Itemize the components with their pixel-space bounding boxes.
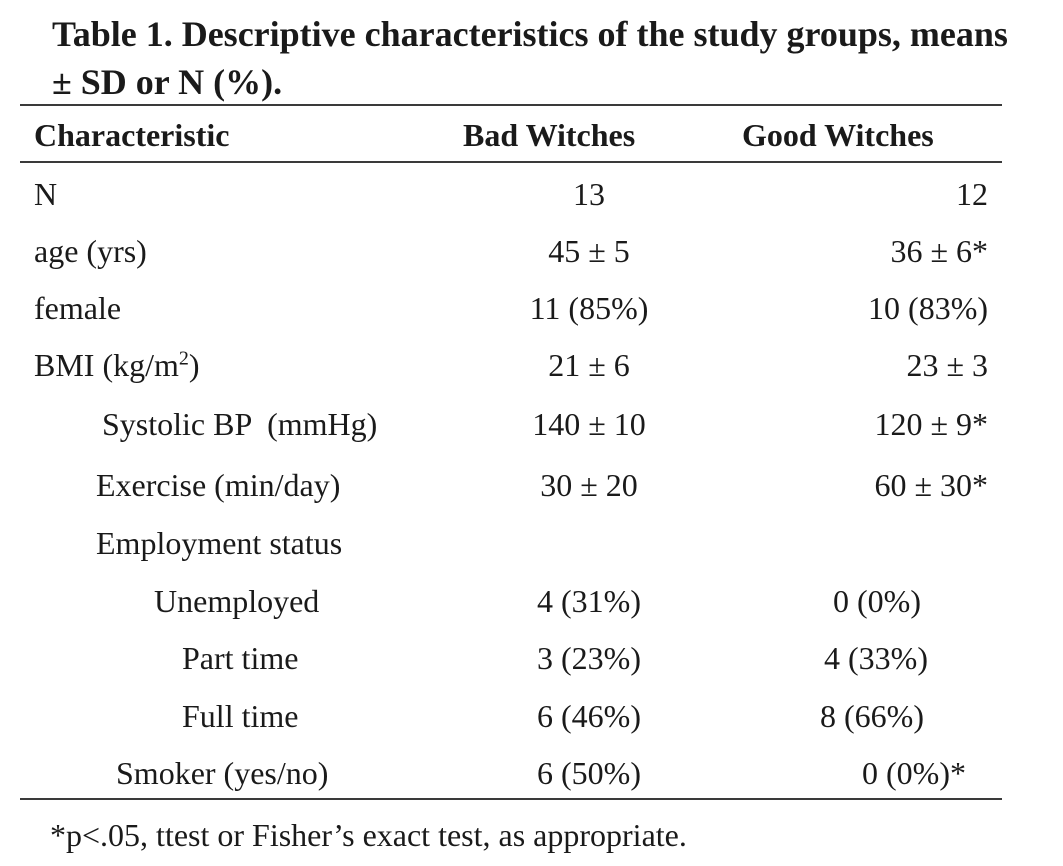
good-value: 0 (0%)* — [862, 755, 966, 791]
header-rule — [20, 161, 1002, 163]
good-value: 4 (33%) — [824, 640, 928, 676]
row-label: Employment status — [96, 525, 343, 561]
row-label: female — [34, 290, 122, 326]
table-row: Systolic BP (mmHg) 140 ± 10 120 ± 9* — [0, 404, 1063, 444]
bad-value: 6 (46%) — [537, 698, 641, 734]
row-label: age (yrs) — [34, 233, 147, 269]
good-value: 60 ± 30* — [874, 467, 988, 503]
table-row: BMI (kg/m2) 21 ± 6 23 ± 3 — [0, 345, 1063, 385]
table-row: Exercise (min/day) 30 ± 20 60 ± 30* — [0, 465, 1063, 505]
row-label: Exercise (min/day) — [96, 467, 341, 503]
bad-value: 3 (23%) — [537, 640, 641, 676]
table-row: N 13 12 — [0, 174, 1063, 214]
row-label: Systolic BP (mmHg) — [102, 406, 378, 442]
row-label: N — [34, 176, 58, 212]
row-label-bmi: BMI (kg/m2) — [34, 345, 200, 385]
bmi-label-main: BMI (kg/m — [34, 347, 179, 383]
table-row: Smoker (yes/no) 6 (50%) 0 (0%)* — [0, 753, 1063, 793]
bmi-label-superscript: 2 — [178, 347, 189, 370]
header-characteristic: Characteristic — [34, 117, 230, 153]
table-row: Unemployed 4 (31%) 0 (0%) — [0, 581, 1063, 621]
good-value: 8 (66%) — [820, 698, 924, 734]
good-value: 10 (83%) — [868, 290, 988, 326]
bad-value: 30 ± 20 — [540, 467, 638, 503]
bad-value: 6 (50%) — [537, 755, 641, 791]
table-footnote: *p<.05, ttest or Fisher’s exact test, as… — [50, 817, 687, 853]
bad-value: 140 ± 10 — [532, 406, 646, 442]
good-value: 23 ± 3 — [906, 347, 988, 383]
header-bad-witches: Bad Witches — [463, 117, 636, 153]
good-value: 0 (0%) — [833, 583, 921, 619]
row-label: Part time — [182, 640, 299, 676]
good-value: 12 — [956, 176, 988, 212]
row-label: Full time — [182, 698, 299, 734]
bad-value: 4 (31%) — [537, 583, 641, 619]
bad-value: 45 ± 5 — [548, 233, 630, 269]
table-row: Full time 6 (46%) 8 (66%) — [0, 696, 1063, 736]
bottom-rule — [20, 798, 1002, 800]
bad-value: 13 — [573, 176, 605, 212]
header-good-witches: Good Witches — [742, 117, 934, 153]
bad-value: 21 ± 6 — [548, 347, 630, 383]
table-row: Part time 3 (23%) 4 (33%) — [0, 638, 1063, 678]
row-label: Smoker (yes/no) — [116, 755, 329, 791]
table-row: female 11 (85%) 10 (83%) — [0, 288, 1063, 328]
table-title: Table 1. Descriptive characteristics of … — [52, 14, 1008, 102]
table-row: Employment status — [0, 523, 1063, 563]
bmi-label-end: ) — [188, 347, 200, 383]
top-rule — [20, 104, 1002, 106]
bad-value: 11 (85%) — [529, 290, 649, 326]
table-row: age (yrs) 45 ± 5 36 ± 6* — [0, 231, 1063, 271]
good-value: 120 ± 9* — [874, 406, 988, 442]
good-value: 36 ± 6* — [890, 233, 988, 269]
row-label: Unemployed — [154, 583, 320, 619]
